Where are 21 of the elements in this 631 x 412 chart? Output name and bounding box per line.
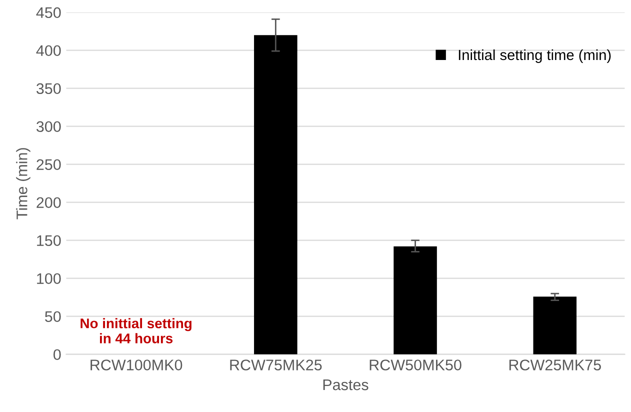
- x-tick-label: RCW100MK0: [90, 360, 182, 370]
- y-tick-label: 300: [36, 121, 61, 132]
- y-axis-title: Time (min): [16, 148, 30, 220]
- y-tick-label: 100: [37, 273, 61, 284]
- y-tick-label: 150: [37, 235, 61, 246]
- x-tick-label: RCW75MK25: [230, 360, 322, 370]
- y-tick-label: 450: [36, 7, 61, 18]
- bar: [254, 35, 298, 354]
- bar: [394, 246, 437, 354]
- x-axis-title: Pastes: [323, 380, 368, 390]
- x-tick-label: RCW50MK50: [370, 360, 462, 370]
- x-tick-label: RCW25MK75: [509, 360, 601, 370]
- y-tick-label: 350: [36, 83, 61, 94]
- annotation: No inittial setting in 44 hours: [80, 318, 192, 344]
- y-tick-label: 200: [36, 197, 61, 208]
- y-tick-label: 50: [45, 311, 61, 322]
- y-tick-label: 0: [53, 349, 61, 360]
- y-tick-label: 250: [36, 159, 61, 170]
- bar: [533, 296, 577, 354]
- legend-label: Inittial setting time (min): [458, 49, 611, 64]
- y-tick-label: 400: [36, 45, 61, 56]
